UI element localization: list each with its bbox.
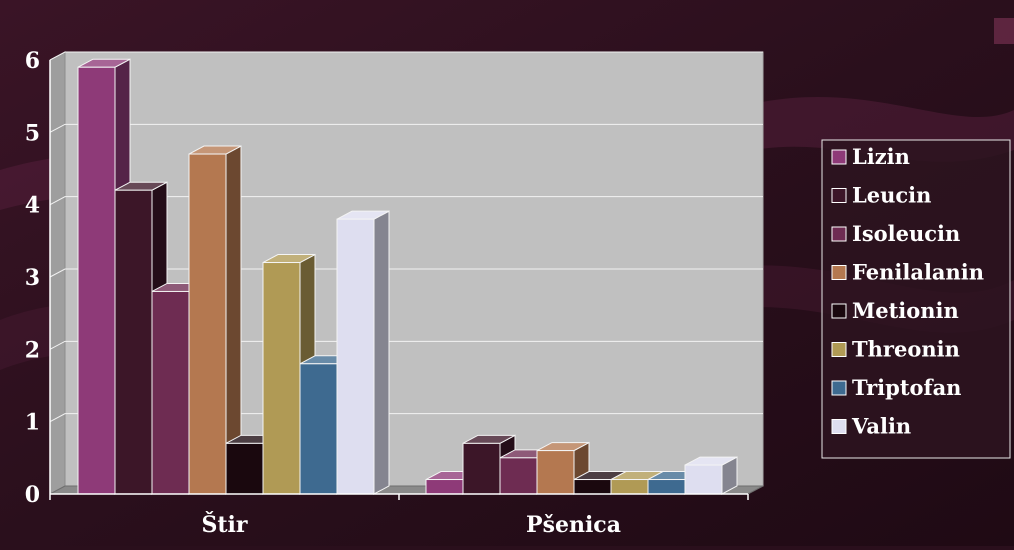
bar-side bbox=[373, 210, 390, 495]
bar bbox=[77, 66, 116, 495]
bar bbox=[262, 262, 301, 495]
y-tick-label: 5 bbox=[25, 120, 40, 146]
legend-swatch bbox=[831, 265, 847, 280]
legend-swatch bbox=[831, 188, 847, 203]
gridline bbox=[49, 51, 763, 61]
bar bbox=[462, 442, 501, 495]
legend-swatch bbox=[831, 303, 847, 319]
gridline bbox=[49, 123, 763, 133]
legend-swatch bbox=[831, 342, 847, 357]
y-tick-label: 2 bbox=[25, 337, 40, 363]
legend-swatch bbox=[831, 149, 847, 165]
bar bbox=[499, 457, 538, 495]
legend-label: Lizin bbox=[852, 144, 910, 169]
y-tick-label: 4 bbox=[25, 193, 40, 219]
legend-swatch bbox=[831, 419, 847, 434]
bar bbox=[114, 189, 153, 495]
y-tick-label: 1 bbox=[25, 410, 40, 436]
bar bbox=[573, 479, 612, 495]
x-category-label: Štir bbox=[202, 511, 248, 538]
bar bbox=[188, 153, 227, 495]
bar bbox=[610, 479, 649, 495]
legend-label: Isoleucin bbox=[852, 221, 960, 246]
bar bbox=[151, 290, 190, 495]
bar bbox=[684, 464, 723, 495]
legend-swatch bbox=[831, 380, 847, 396]
legend-label: Fenilalanin bbox=[852, 260, 984, 285]
y-tick-label: 0 bbox=[25, 482, 40, 508]
legend-label: Valin bbox=[851, 414, 911, 439]
legend-label: Metionin bbox=[852, 298, 959, 323]
y-tick-label: 6 bbox=[25, 48, 40, 74]
y-tick-label: 3 bbox=[25, 265, 40, 291]
legend-label: Leucin bbox=[852, 183, 931, 208]
bar bbox=[425, 479, 464, 495]
legend-swatch bbox=[831, 226, 847, 242]
legend-label: Triptofan bbox=[852, 375, 961, 400]
bar bbox=[647, 479, 686, 495]
bar bbox=[336, 218, 375, 495]
gridline bbox=[49, 268, 763, 278]
gridline bbox=[49, 340, 763, 350]
gridline bbox=[49, 196, 763, 206]
top-right-accent bbox=[994, 18, 1014, 44]
bar bbox=[299, 363, 338, 495]
bar bbox=[536, 450, 575, 495]
gridline bbox=[49, 413, 763, 423]
x-category-label: Pšenica bbox=[526, 512, 621, 538]
legend-box bbox=[821, 139, 1011, 459]
legend-label: Threonin bbox=[852, 337, 960, 362]
bar bbox=[225, 442, 264, 495]
